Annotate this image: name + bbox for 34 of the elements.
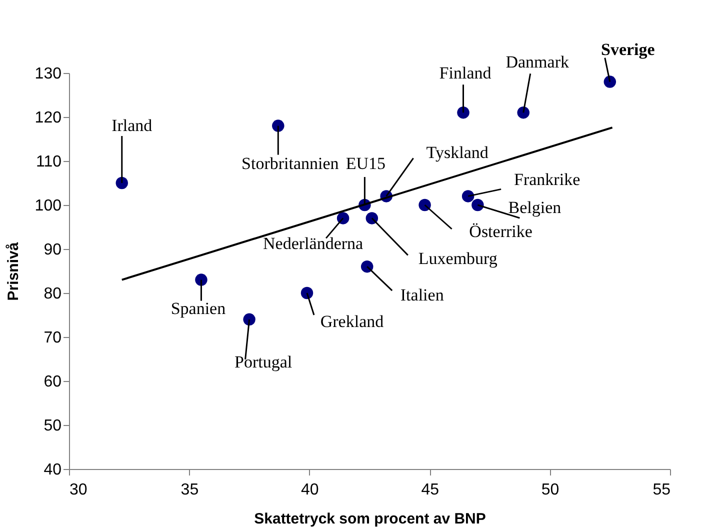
annotation: Danmark: [506, 52, 570, 72]
y-tick-label: 70: [44, 330, 62, 346]
y-tick-label: 50: [44, 418, 62, 434]
y-tick-label: 60: [44, 374, 62, 390]
annotation: Österrike: [469, 222, 532, 241]
annotation: Sverige: [600, 40, 656, 59]
annotation: Grekland: [320, 312, 384, 331]
y-tick-label: 40: [44, 462, 62, 478]
annotation: Irland: [112, 116, 153, 135]
y-tick-label: 80: [44, 286, 62, 302]
x-tick-label: 55: [652, 482, 671, 498]
annotation: Storbritannien: [242, 154, 340, 173]
y-axis-title: Prisnivå: [4, 242, 22, 301]
y-tick-label: 130: [34, 66, 62, 82]
annotation: Luxemburg: [418, 249, 498, 268]
y-tick-label: 110: [36, 154, 62, 170]
x-tick-label: 40: [301, 482, 319, 498]
x-tick-label: 35: [180, 482, 199, 498]
annotation: Nederländerna: [263, 234, 364, 254]
annotation: Belgien: [508, 198, 562, 217]
x-tick-label: 45: [421, 482, 440, 498]
annotation: EU15: [346, 154, 386, 173]
annotation: Tyskland: [426, 143, 489, 162]
y-tick-label: 100: [34, 198, 62, 214]
annotation: Spanien: [170, 298, 226, 318]
y-tick-label: 90: [44, 242, 62, 258]
annotation: Finland: [439, 64, 492, 83]
x-tick-label: 30: [70, 482, 88, 498]
annotation: Italien: [400, 286, 444, 305]
annotation: Portugal: [234, 352, 292, 372]
y-tick-label: 120: [34, 110, 62, 126]
annotation: Frankrike: [514, 170, 580, 190]
x-axis-title: Skattetryck som procent av BNP: [254, 510, 486, 528]
x-tick-label: 50: [541, 482, 560, 498]
